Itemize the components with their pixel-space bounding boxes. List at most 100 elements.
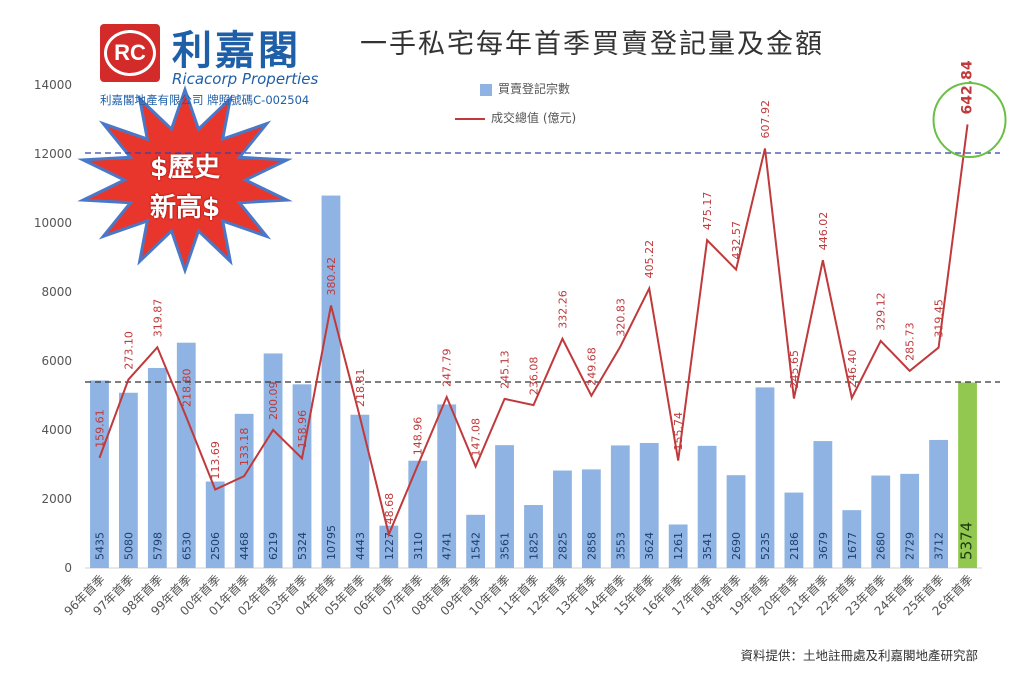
- line-value-label: 159.61: [93, 409, 106, 448]
- bar-value-label: 2680: [875, 532, 888, 560]
- bar: [263, 353, 283, 568]
- bar: [900, 473, 920, 568]
- bar-value-label: 2506: [209, 532, 222, 560]
- y-tick-label: 6000: [41, 354, 72, 368]
- legend-bar-label: 買賣登記宗數: [498, 82, 571, 96]
- bar-value-label: 5324: [296, 532, 309, 560]
- bar: [147, 367, 167, 568]
- legend-line-swatch: [455, 117, 485, 120]
- bar-value-label: 3553: [614, 532, 627, 560]
- bar: [408, 460, 428, 568]
- chart-title: 一手私宅每年首季買賣登記量及金額: [360, 29, 824, 60]
- burst-callout-text: $歷史 新高$: [120, 148, 250, 228]
- line-value-label: 155.74: [672, 412, 685, 451]
- logo-chinese-name: 利嘉閣: [172, 27, 301, 74]
- line-value-label: 147.08: [470, 418, 483, 457]
- line-value-label: 247.79: [441, 349, 454, 388]
- highlight-circle: [932, 82, 1007, 158]
- bar-value-label: 1677: [846, 532, 859, 560]
- bar: [726, 475, 746, 568]
- bar: [466, 514, 486, 568]
- line-value-label: 319.87: [151, 299, 164, 338]
- bar-value-label: 4741: [441, 532, 454, 560]
- bar-value-label: 2858: [585, 532, 598, 560]
- bar-value-label: 1825: [528, 532, 541, 560]
- logo-rc-mark: RC: [104, 30, 156, 76]
- bar: [610, 445, 630, 568]
- line-value-label: 245.65: [788, 350, 801, 389]
- line-value-label: 236.08: [528, 357, 541, 396]
- legend-line: 成交總值 (億元): [455, 109, 576, 126]
- line-value-label: 158.96: [296, 410, 309, 449]
- bar: [437, 404, 457, 568]
- bar-value-label: 4468: [238, 532, 251, 560]
- bar: [118, 392, 138, 568]
- line-value-label: 642.84: [960, 60, 976, 114]
- bar: [784, 492, 804, 568]
- bar: [234, 413, 254, 568]
- line-value-label: 380.42: [325, 257, 338, 296]
- bar: [842, 510, 862, 568]
- line-value-label: 200.09: [267, 381, 280, 420]
- legend-bar-swatch: [480, 83, 492, 96]
- bar-value-label: 5374: [958, 522, 976, 560]
- line-value-label: 320.83: [614, 298, 627, 337]
- bar-value-label: 3679: [817, 532, 830, 560]
- line-value-label: 133.18: [238, 428, 251, 466]
- source-note: 資料提供：土地註冊處及利嘉閣地產研究部: [740, 648, 978, 663]
- bar-value-label: 1261: [672, 532, 685, 560]
- bar-value-label: 6530: [180, 532, 193, 560]
- y-tick-label: 2000: [41, 492, 72, 506]
- bar-value-label: 3561: [499, 532, 512, 560]
- bar: [90, 380, 109, 568]
- line-value-label: 319.45: [933, 299, 946, 338]
- line-value-label: 446.02: [817, 212, 830, 251]
- bar-value-label: 5235: [759, 532, 772, 560]
- bar-value-label: 5435: [93, 532, 106, 560]
- burst-callout-line2: 新高$: [149, 193, 221, 223]
- bar-value-label: 2825: [556, 532, 569, 560]
- bar: [697, 445, 717, 568]
- legend-line-label: 成交總值 (億元): [491, 111, 577, 125]
- bar-value-label: 6219: [267, 532, 280, 560]
- bar-value-label: 3541: [701, 532, 714, 560]
- bar: [755, 387, 775, 568]
- line-value-label: 475.17: [701, 192, 714, 231]
- bar-value-label: 2690: [730, 532, 743, 560]
- bar: [495, 445, 514, 568]
- bar-value-label: 4443: [354, 532, 367, 560]
- bar-value-label: 1542: [470, 532, 483, 560]
- y-tick-label: 4000: [41, 423, 72, 437]
- line-value-label: 332.26: [556, 290, 569, 329]
- line-series-value: [98, 124, 969, 538]
- logo-license: 利嘉閣地產有限公司 牌照號碼C-002504: [100, 93, 310, 107]
- bar: [871, 475, 891, 568]
- bar-value-label: 3624: [643, 532, 656, 560]
- line-value-label: 113.69: [209, 441, 222, 480]
- bar: [639, 442, 659, 568]
- burst-callout-line1: $歷史: [149, 153, 221, 183]
- y-tick-label: 12000: [34, 147, 72, 161]
- bar: [176, 342, 196, 568]
- bar-value-label: 1227: [383, 532, 396, 560]
- line-value-label: 148.96: [412, 417, 425, 456]
- bar: [205, 481, 225, 568]
- y-tick-label: 10000: [34, 216, 72, 230]
- bar-value-label: 3712: [933, 532, 946, 560]
- bar: [929, 439, 949, 568]
- line-value-label: 273.10: [122, 331, 135, 370]
- bar: [524, 505, 543, 568]
- line-value-label: 285.73: [904, 322, 917, 361]
- line-value-label: 329.12: [875, 292, 888, 331]
- bar: [350, 414, 370, 568]
- line-value-label: 218.81: [354, 369, 367, 408]
- line-value-label: 245.13: [499, 350, 512, 389]
- y-tick-label: 0: [64, 561, 72, 575]
- line-value-label: 246.40: [846, 349, 859, 388]
- line-value-label: 432.57: [730, 221, 743, 260]
- legend-bar: 買賣登記宗數: [480, 80, 570, 97]
- line-value-label: 218.80: [180, 369, 193, 408]
- bar: [581, 469, 601, 568]
